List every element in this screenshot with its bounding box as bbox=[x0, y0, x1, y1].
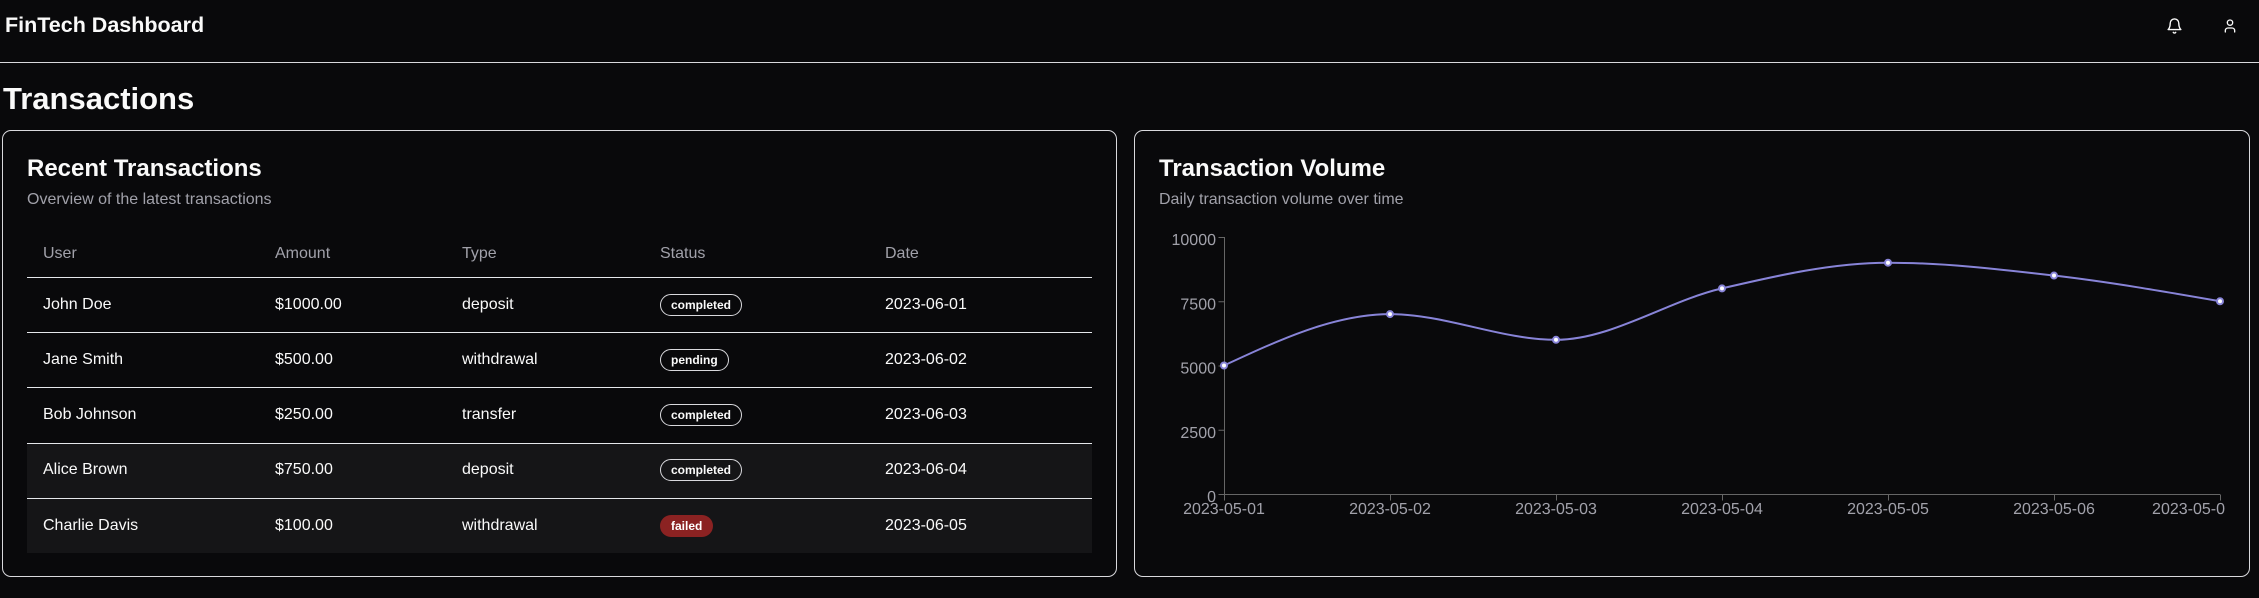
svg-text:2023-05-02: 2023-05-02 bbox=[1349, 501, 1431, 518]
svg-text:2023-05-01: 2023-05-01 bbox=[1183, 501, 1265, 518]
svg-text:2500: 2500 bbox=[1180, 425, 1216, 442]
svg-text:2023-05-06: 2023-05-06 bbox=[2013, 501, 2095, 518]
svg-text:10000: 10000 bbox=[1172, 232, 1217, 249]
svg-text:2023-05-04: 2023-05-04 bbox=[1681, 501, 1763, 518]
svg-text:2023-05-0: 2023-05-0 bbox=[2152, 501, 2225, 518]
svg-text:2023-05-03: 2023-05-03 bbox=[1515, 501, 1597, 518]
svg-text:5000: 5000 bbox=[1180, 361, 1216, 378]
svg-text:2023-05-05: 2023-05-05 bbox=[1847, 501, 1929, 518]
svg-text:0: 0 bbox=[1207, 489, 1216, 506]
svg-text:7500: 7500 bbox=[1180, 296, 1216, 313]
